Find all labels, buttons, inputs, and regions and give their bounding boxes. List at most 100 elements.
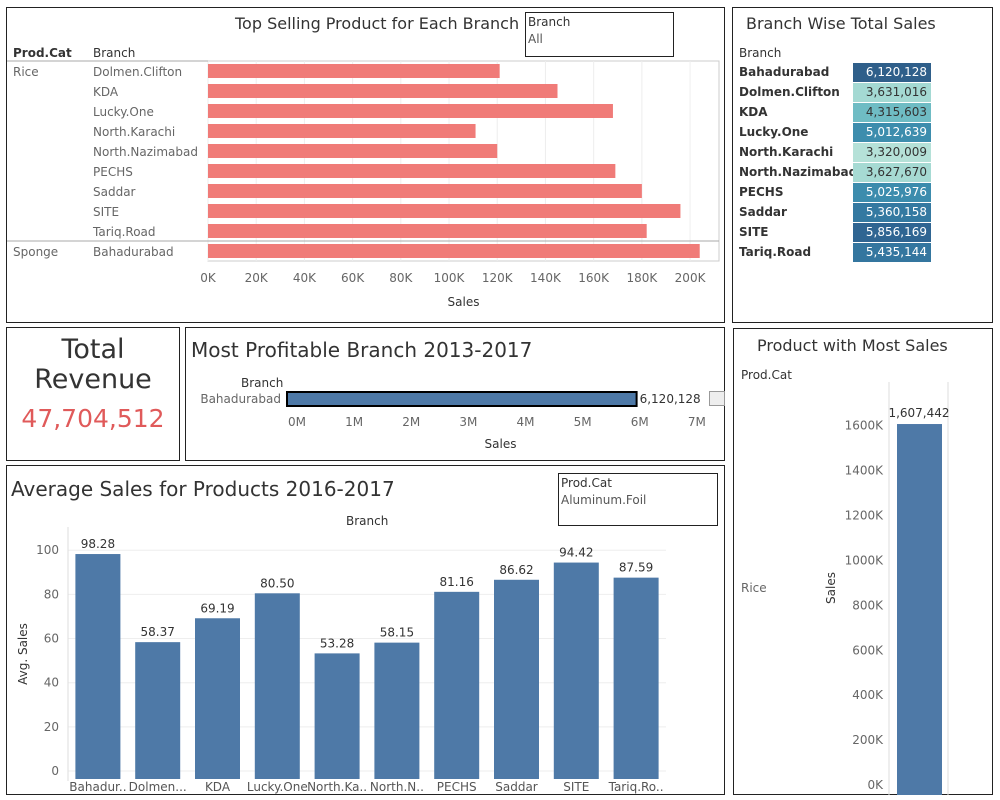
as-bar-value-label: 94.42 xyxy=(559,546,593,560)
as-ytick-label: 20 xyxy=(44,720,59,734)
top-selling-panel: Top Selling Product for Each Branch Bran… xyxy=(6,7,725,323)
ms-ytick-label: 600K xyxy=(852,643,884,657)
as-xtick-label: Dolmen... xyxy=(129,780,187,794)
ts-xtick-label: 60K xyxy=(341,271,365,285)
branch-total-value-cell: 3,627,670 xyxy=(853,163,931,182)
as-bar xyxy=(613,577,659,779)
ts-xtick-label: 140K xyxy=(530,271,562,285)
ts-xtick-label: 0K xyxy=(200,271,217,285)
avg-sales-title: Average Sales for Products 2016-2017 xyxy=(11,477,395,501)
branch-total-row-label: North.Nazimabad xyxy=(739,165,858,179)
kpi-panel: Total Revenue 47,704,512 xyxy=(6,327,180,461)
branch-total-value-cell: 6,120,128 xyxy=(853,63,931,82)
branch-total-value-cell: 5,856,169 xyxy=(853,223,931,242)
as-bar-value-label: 98.28 xyxy=(81,537,115,551)
ms-ylabel: Sales xyxy=(824,572,838,604)
ts-xtick-label: 100K xyxy=(434,271,466,285)
as-xtick-label: PECHS xyxy=(437,780,477,794)
as-bar-value-label: 86.62 xyxy=(499,563,533,577)
ts-bar xyxy=(208,184,642,198)
branch-total-value-cell: 5,025,976 xyxy=(853,183,931,202)
as-bar-value-label: 53.28 xyxy=(320,636,354,650)
as-bar xyxy=(314,653,360,779)
prodcat-filter-title: Prod.Cat xyxy=(561,476,612,490)
most-sales-panel: Product with Most Sales Prod.Cat 0K 200K 4… xyxy=(733,328,993,795)
branch-total-row-label: Lucky.One xyxy=(739,125,809,139)
mp-branch-header: Branch xyxy=(241,376,284,390)
as-bar-value-label: 87.59 xyxy=(619,561,653,575)
mp-xlabel: Sales xyxy=(485,437,517,451)
ms-prodcat-header: Prod.Cat xyxy=(741,368,792,382)
branch-total-row-label: KDA xyxy=(739,105,768,119)
branch-total-value-cell: 5,012,639 xyxy=(853,123,931,142)
mp-bar-value-label: 6,120,128 xyxy=(640,392,701,406)
mp-xtick-label: 2M xyxy=(402,415,420,429)
ts-bar xyxy=(208,164,616,178)
ts-bar xyxy=(208,224,647,238)
ts-bar xyxy=(208,144,498,158)
branch-total-row-label: SITE xyxy=(739,225,769,239)
prodcat-filter-value[interactable]: Aluminum.Foil xyxy=(561,493,647,507)
ts-branch-label: PECHS xyxy=(93,165,133,179)
as-bar-value-label: 69.19 xyxy=(200,601,234,615)
as-bar xyxy=(75,554,121,779)
mp-xtick-label: 3M xyxy=(459,415,477,429)
mp-xtick-label: 1M xyxy=(345,415,363,429)
ts-branch-label: North.Nazimabad xyxy=(93,145,198,159)
as-bar xyxy=(254,593,300,779)
ts-bar xyxy=(208,84,558,98)
ms-ytick-label: 800K xyxy=(852,598,884,612)
avg-sales-panel: Average Sales for Products 2016-2017 Pro… xyxy=(6,465,725,795)
ts-branch-label: Bahadurabad xyxy=(93,245,174,259)
as-xtick-label: KDA xyxy=(205,780,231,794)
ms-category-label: Rice xyxy=(741,581,767,595)
branch-filter[interactable]: Branch All xyxy=(525,12,674,57)
ts-branch-label: Saddar xyxy=(93,185,136,199)
branch-total-value-cell: 5,435,144 xyxy=(853,243,931,262)
ms-ytick-label: 1600K xyxy=(845,419,885,433)
ts-branch-label: Lucky.One xyxy=(93,105,154,119)
branch-total-panel: Branch Wise Total Sales Branch Bahadurab… xyxy=(732,7,993,323)
avg-sales-branch-header: Branch xyxy=(346,514,389,528)
branch-filter-value[interactable]: All xyxy=(528,32,543,46)
branch-total-row-label: Bahadurabad xyxy=(739,65,830,79)
ts-prodcat-label: Sponge xyxy=(13,245,58,259)
as-ytick-label: 0 xyxy=(51,764,59,778)
ms-ytick-label: 0K xyxy=(867,778,884,792)
most-sales-title: Product with Most Sales xyxy=(757,336,948,355)
top-selling-chart: 0K 20K 40K 60K 80K 100K 120K 140K 160K 180K 200K Sa… xyxy=(7,60,720,309)
most-profitable-title: Most Profitable Branch 2013-2017 xyxy=(191,338,533,362)
branch-total-header: Branch xyxy=(739,46,782,60)
as-ytick-label: 80 xyxy=(44,587,59,601)
ms-bar xyxy=(897,424,942,795)
top-selling-title: Top Selling Product for Each Branch xyxy=(235,14,520,33)
as-xtick-label: Bahadur.. xyxy=(69,780,126,794)
ms-ytick-label: 1400K xyxy=(845,464,885,478)
mp-bar xyxy=(286,391,638,407)
prodcat-filter[interactable]: Prod.Cat Aluminum.Foil xyxy=(558,473,718,526)
branch-total-value-cell: 5,360,158 xyxy=(853,203,931,222)
ts-prodcat-label: Rice xyxy=(13,65,39,79)
most-sales-chart: 0K 200K 400K 600K 800K 1000K 1200K 1400K 1600K Sa… xyxy=(741,382,950,795)
branch-total-value-cell: 3,320,009 xyxy=(853,143,931,162)
ts-xtick-label: 40K xyxy=(293,271,317,285)
branch-total-row-label: PECHS xyxy=(739,185,784,199)
prodcat-header: Prod.Cat xyxy=(13,46,72,60)
mp-branch-label: Bahadurabad xyxy=(200,392,281,406)
as-bar xyxy=(553,562,599,779)
as-xtick-label: Lucky.One xyxy=(247,780,308,794)
as-bar-value-label: 81.16 xyxy=(440,575,474,589)
as-bar xyxy=(135,642,181,779)
kpi-value: 47,704,512 xyxy=(21,404,165,433)
ms-bar-value-label: 1,607,442 xyxy=(888,406,949,420)
kpi-title-line2: Revenue xyxy=(34,364,152,395)
mp-scroll-button[interactable] xyxy=(709,391,725,406)
most-profitable-panel: Most Profitable Branch 2013-2017 Branch … xyxy=(185,327,725,461)
ts-bar xyxy=(208,104,613,118)
as-ytick-label: 40 xyxy=(44,676,59,690)
ts-xtick-label: 120K xyxy=(482,271,514,285)
ts-branch-label: Tariq.Road xyxy=(92,225,156,239)
as-bar xyxy=(494,579,539,779)
as-bar-value-label: 58.15 xyxy=(380,626,414,640)
